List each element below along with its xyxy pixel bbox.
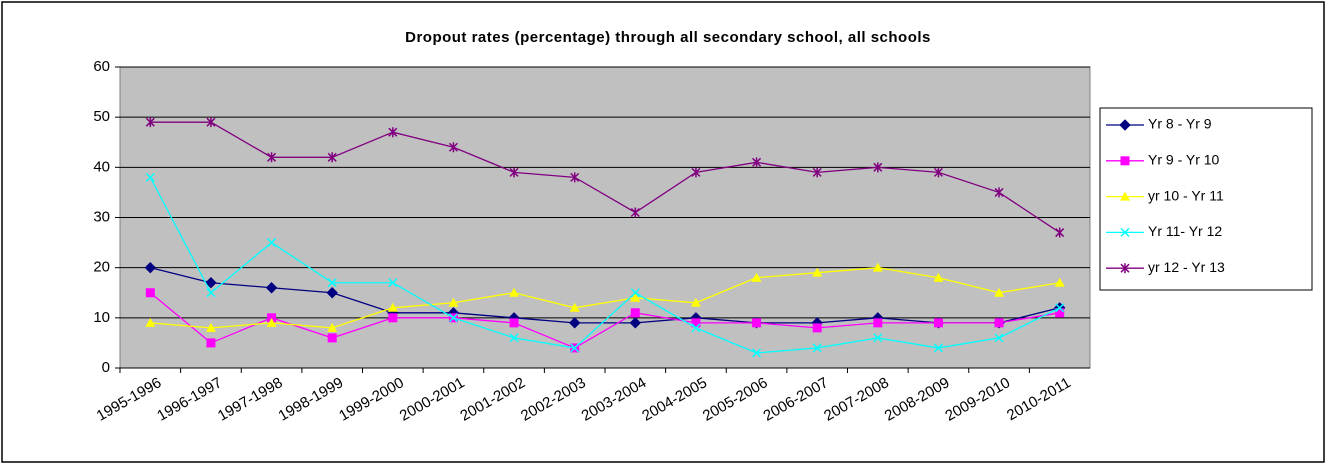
marker <box>205 277 217 289</box>
marker <box>265 282 278 294</box>
y-tick-label: 0 <box>102 359 110 376</box>
marker <box>206 338 216 348</box>
marker <box>448 142 458 153</box>
marker <box>994 287 1005 297</box>
marker <box>206 288 216 298</box>
marker <box>327 322 338 332</box>
marker <box>691 167 701 178</box>
marker <box>144 261 157 274</box>
marker <box>509 167 519 178</box>
legend-label: Yr 11- Yr 12 <box>1148 223 1222 239</box>
marker <box>448 313 458 323</box>
marker <box>205 322 216 332</box>
marker <box>448 297 459 307</box>
legend-box <box>1099 107 1313 291</box>
marker <box>206 117 216 128</box>
marker <box>388 278 398 288</box>
marker <box>509 333 519 343</box>
series-line <box>150 121 1061 234</box>
marker <box>933 343 943 353</box>
marker <box>1055 308 1065 318</box>
marker <box>873 162 883 173</box>
marker <box>145 288 155 298</box>
marker <box>630 292 641 302</box>
marker <box>145 117 155 128</box>
marker <box>691 318 701 328</box>
marker <box>812 167 822 178</box>
marker <box>752 348 762 358</box>
marker <box>751 272 762 282</box>
marker <box>812 267 823 277</box>
marker <box>267 238 277 248</box>
marker <box>752 157 762 168</box>
marker <box>933 272 944 282</box>
marker <box>630 207 640 218</box>
marker <box>812 323 822 333</box>
marker <box>872 262 883 272</box>
y-tick-label: 50 <box>93 108 110 125</box>
marker <box>994 187 1004 198</box>
marker <box>509 318 519 328</box>
marker <box>873 333 883 343</box>
marker <box>326 287 338 299</box>
marker <box>933 167 943 178</box>
marker <box>570 172 580 183</box>
marker <box>630 308 640 318</box>
chart-title: Dropout rates (percentage) through all s… <box>405 29 931 46</box>
marker <box>568 317 581 329</box>
marker <box>266 317 277 327</box>
marker <box>873 318 883 328</box>
marker <box>690 297 701 307</box>
marker <box>629 317 642 329</box>
marker <box>569 302 580 312</box>
y-tick-label: 20 <box>93 259 110 276</box>
series-line <box>149 292 1060 349</box>
marker <box>1055 227 1065 238</box>
marker <box>1120 156 1130 166</box>
marker <box>327 333 337 343</box>
series-line <box>150 267 1060 324</box>
marker <box>1054 277 1065 287</box>
y-tick-label: 10 <box>93 309 110 326</box>
marker <box>933 318 943 328</box>
marker <box>327 152 337 163</box>
series-line <box>149 177 1060 354</box>
y-tick-label: 40 <box>93 158 110 175</box>
marker <box>267 152 277 163</box>
marker <box>387 302 398 312</box>
legend-label: Yr 8 - Yr 9 <box>1148 116 1212 132</box>
legend-label: Yr 9 - Yr 10 <box>1148 152 1220 168</box>
marker <box>812 343 822 353</box>
y-tick-label: 60 <box>93 58 110 75</box>
marker <box>327 278 337 288</box>
marker <box>691 323 701 333</box>
marker <box>267 313 277 323</box>
marker <box>388 127 398 138</box>
y-tick-label: 30 <box>93 208 110 225</box>
marker <box>509 287 520 297</box>
marker <box>752 318 762 328</box>
legend-label: yr 12 - Yr 13 <box>1148 259 1225 275</box>
marker <box>570 343 580 353</box>
series-line <box>150 267 1060 329</box>
marker <box>1055 303 1065 313</box>
marker <box>1120 263 1130 274</box>
legend-label: yr 10 - Yr 11 <box>1148 187 1224 203</box>
marker <box>388 313 398 323</box>
marker <box>994 333 1004 343</box>
marker <box>994 318 1004 328</box>
marker <box>1120 227 1130 237</box>
marker <box>1120 191 1130 201</box>
legend: Yr 8 - Yr 9 Yr 9 - Yr 10 yr 10 - Yr 11 Yr 1… <box>1099 107 1313 291</box>
marker <box>1119 119 1131 131</box>
marker <box>630 288 640 298</box>
marker <box>145 317 156 327</box>
marker <box>145 172 155 182</box>
